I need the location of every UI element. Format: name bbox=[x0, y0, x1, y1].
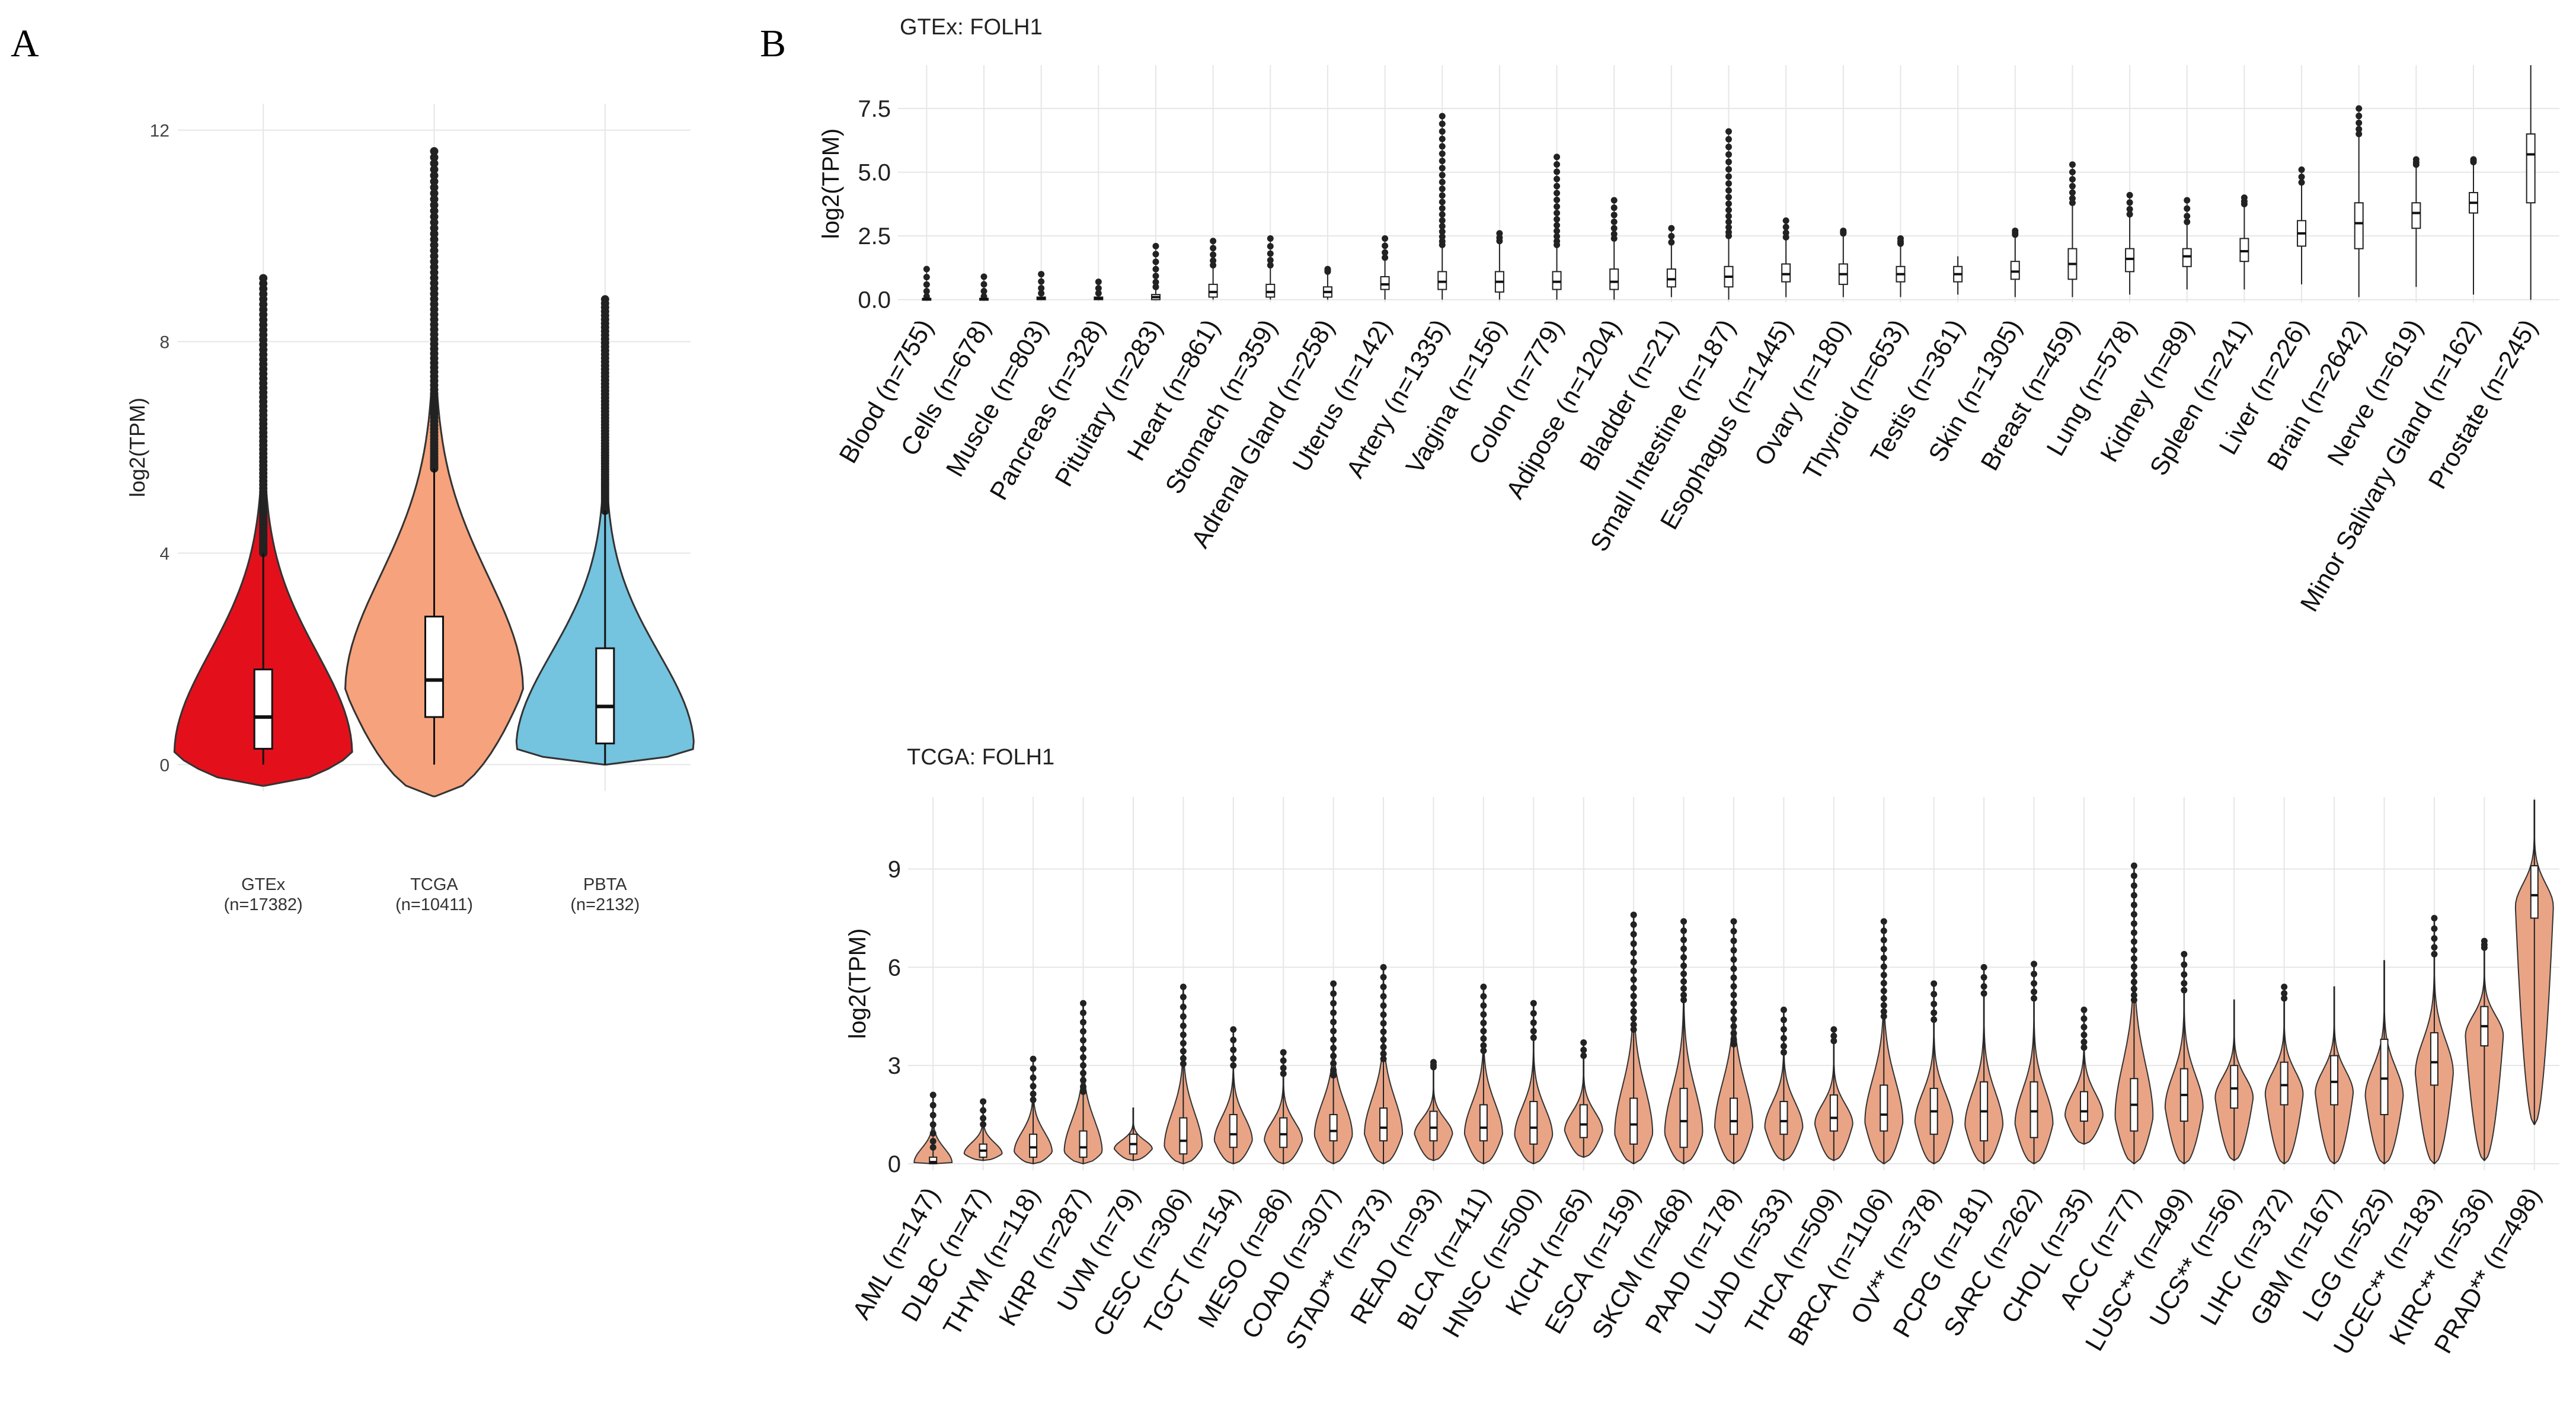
box bbox=[424, 616, 444, 718]
box bbox=[1880, 1084, 1888, 1132]
x-tick-label: TCGA bbox=[410, 875, 458, 894]
y-tick-label: 8 bbox=[159, 333, 170, 353]
box bbox=[1029, 1134, 1038, 1158]
box bbox=[2125, 248, 2135, 273]
box bbox=[1629, 1097, 1638, 1145]
y-tick-label: 3 bbox=[888, 1053, 901, 1079]
box bbox=[595, 647, 615, 745]
box bbox=[1579, 1104, 1588, 1138]
y-tick-label: 6 bbox=[888, 955, 901, 981]
box bbox=[1779, 1100, 1788, 1135]
x-tick-n-label: (n=2132) bbox=[570, 895, 640, 914]
x-tick-label: GTEx bbox=[241, 875, 286, 894]
box bbox=[2430, 1032, 2438, 1086]
box bbox=[253, 668, 273, 750]
box bbox=[1429, 1110, 1438, 1142]
box bbox=[1229, 1114, 1238, 1148]
outlier-point bbox=[430, 183, 439, 192]
box bbox=[1437, 271, 1447, 290]
y-tick-label: 7.5 bbox=[858, 96, 891, 122]
box bbox=[1609, 268, 1619, 290]
outlier-point bbox=[430, 165, 439, 174]
panel-a-letter: A bbox=[11, 22, 39, 65]
outlier-point bbox=[430, 201, 439, 210]
y-tick-label: 9 bbox=[888, 857, 901, 883]
outlier-point bbox=[430, 206, 439, 215]
outlier-point bbox=[430, 147, 439, 156]
box bbox=[929, 1156, 938, 1164]
y-tick-label: 0 bbox=[888, 1151, 901, 1177]
outlier-point bbox=[600, 295, 609, 304]
outlier-point bbox=[430, 229, 439, 238]
box bbox=[2239, 238, 2249, 262]
box bbox=[1479, 1104, 1488, 1142]
box bbox=[1179, 1117, 1188, 1155]
box bbox=[1529, 1100, 1538, 1145]
outlier-point bbox=[259, 274, 268, 283]
box bbox=[2526, 133, 2536, 204]
box bbox=[1379, 1107, 1388, 1142]
panel-b-letter: B bbox=[760, 22, 786, 65]
box bbox=[1730, 1097, 1738, 1135]
box bbox=[2330, 1055, 2339, 1106]
outlier-point bbox=[430, 218, 439, 227]
outlier-point bbox=[430, 223, 439, 232]
box bbox=[1679, 1087, 1688, 1148]
box bbox=[1265, 283, 1276, 298]
x-tick-n-label: (n=10411) bbox=[395, 895, 473, 914]
chart-title: GTEx: FOLH1 bbox=[900, 15, 1043, 40]
y-tick-label: 4 bbox=[159, 544, 170, 564]
outlier-point bbox=[430, 171, 439, 180]
x-tick-n-label: (n=17382) bbox=[224, 895, 303, 914]
outlier-point bbox=[430, 177, 439, 186]
outlier-point bbox=[430, 153, 439, 162]
box bbox=[1380, 276, 1390, 290]
y-tick-label: 0 bbox=[159, 755, 170, 775]
box bbox=[2411, 202, 2421, 229]
box bbox=[1329, 1114, 1338, 1142]
y-tick-label: 5.0 bbox=[858, 160, 891, 186]
y-tick-label: 2.5 bbox=[858, 223, 891, 249]
y-tick-label: 12 bbox=[150, 121, 170, 141]
box bbox=[2280, 1061, 2289, 1106]
box bbox=[2230, 1065, 2239, 1109]
box bbox=[1829, 1094, 1838, 1132]
y-axis-title: log2(TPM) bbox=[818, 129, 844, 239]
box bbox=[1781, 263, 1791, 283]
box bbox=[1279, 1117, 1288, 1148]
box bbox=[2079, 1091, 2088, 1122]
box bbox=[1208, 283, 1218, 298]
box bbox=[2010, 261, 2020, 280]
box bbox=[2530, 865, 2539, 919]
outlier-point bbox=[430, 212, 439, 221]
box bbox=[2030, 1081, 2038, 1138]
chart-title: TCGA: FOLH1 bbox=[907, 745, 1054, 770]
y-axis-title: log2(TPM) bbox=[845, 929, 871, 1039]
box bbox=[1666, 268, 1676, 288]
outlier-point bbox=[430, 189, 439, 198]
box bbox=[2354, 202, 2364, 249]
panel-a-violin-chart: 0 4 8 12 log2(TPM) GTEx(n=17382) TCGA(n=10411)… bbox=[125, 104, 695, 914]
box bbox=[2182, 248, 2192, 267]
y-tick-label: 0.0 bbox=[858, 287, 891, 313]
box bbox=[1552, 271, 1562, 290]
outlier-point bbox=[430, 195, 439, 204]
box bbox=[1079, 1130, 1088, 1158]
box bbox=[2380, 1038, 2389, 1116]
x-tick-label: PBTA bbox=[583, 875, 627, 894]
outlier-point bbox=[430, 159, 439, 168]
y-axis-title: log2(TPM) bbox=[125, 398, 149, 497]
